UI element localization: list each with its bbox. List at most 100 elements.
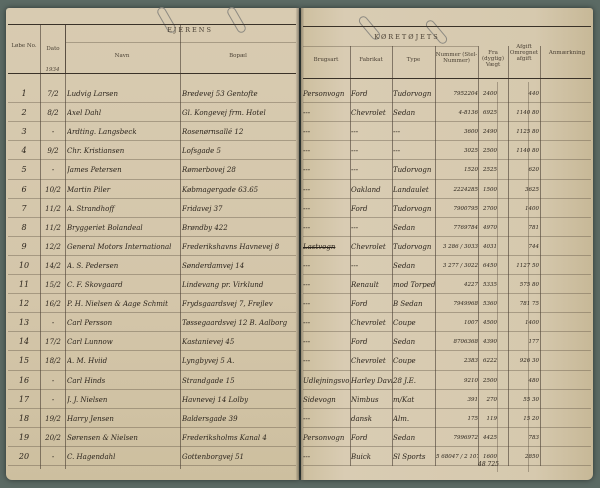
row-rule [303,370,591,371]
owner-group-header: EJERENS [167,26,213,34]
cell-date: 10/2 [45,186,61,194]
row-rule [8,293,296,294]
cell-no: 2 [21,108,27,117]
header-date: Dato [46,46,60,52]
cell-weight: 119 [486,416,498,422]
row-rule [8,236,296,237]
total-weight: 48 725 [478,461,499,468]
row-rule [303,293,591,294]
header-remark: Anmærkning [548,50,586,56]
cell-use: --- [303,128,311,136]
cell-date: - [51,319,55,327]
cell-name: A. Strandhoff [67,205,115,213]
cell-date: 15/2 [45,281,61,289]
cell-number: 4-8136 [458,110,478,116]
cell-number: 5 68047 / 2 1079 [436,454,478,460]
column-rule [497,82,498,472]
header-address: Bopæl [229,53,247,59]
cell-number: 3600 [464,129,478,135]
cell-number: 9210 [464,378,478,384]
cell-name: James Petersen [67,166,122,174]
cell-address: Brøndby 422 [182,224,228,232]
row-rule [8,121,296,122]
cell-use: --- [303,281,311,289]
cell-name: Chr. Kristiansen [67,147,125,155]
row-rule [8,408,296,409]
cell-number: 4227 [464,282,478,288]
cell-no: 15 [18,356,30,365]
cell-weight: 4425 [483,435,497,441]
row-rule [8,179,296,180]
cell-no: 20 [18,452,30,461]
cell-address: Baldersgade 39 [182,415,238,423]
cell-tax: 1140 80 [516,110,539,116]
cell-type: mod Torpedo [393,281,435,289]
cell-use: Personvogn [303,90,345,98]
cell-type: B Sedan [393,300,423,308]
cell-type: Alm. [393,415,410,423]
cell-address: Rømerbovej 28 [182,166,236,174]
cell-weight: 270 [486,397,498,403]
row-rule [8,312,296,313]
cell-no: 17 [18,395,30,404]
cell-date: 16/2 [45,300,61,308]
cell-number: 7952204 [453,91,479,97]
cell-name: Axel Dahl [67,109,102,117]
row-rule [8,217,296,218]
book-gutter [296,8,304,480]
cell-type: 28 J.E. [393,377,416,385]
cell-tax: 177 [528,339,540,345]
cell-no: 18 [18,414,30,423]
cell-make: Ford [351,205,368,213]
cell-name: Harry Jensen [67,415,114,423]
row-rule [303,446,591,447]
cell-type: Tudorvogn [393,243,432,251]
cell-date: 14/2 [45,262,61,270]
cell-name: General Motors International [67,243,172,251]
cell-tax: 620 [528,167,540,173]
row-rule [303,331,591,332]
cell-name: A. S. Pedersen [67,262,119,270]
header-use: Brugsart [313,57,339,63]
cell-weight: 6925 [483,110,497,116]
cell-address: Lindevang pr. Virklund [182,281,264,289]
cell-use: Lastvogn [303,243,336,251]
ledger-left-page [6,8,299,480]
cell-type: Tudorvogn [393,166,432,174]
cell-address: Gottenborgvej 51 [182,453,245,461]
cell-make: Buick [351,453,372,461]
cell-no: 12 [18,299,30,308]
header-rule [8,73,296,74]
cell-address: Kastanievej 45 [182,338,235,346]
cell-tax: 1400 [525,206,539,212]
cell-no: 7 [21,204,27,213]
cell-use: --- [303,300,311,308]
column-rule [65,24,66,469]
cell-number: 391 [467,397,479,403]
cell-date: - [51,396,55,404]
row-rule [8,350,296,351]
row-rule [8,140,296,141]
cell-weight: 4390 [483,339,497,345]
cell-use: --- [303,109,311,117]
cell-tax: 1127 50 [516,263,539,269]
cell-weight: 2700 [483,206,497,212]
cell-address: Frydsgaardsvej 7, Frejlev [182,300,273,308]
row-rule [8,446,296,447]
cell-no: 9 [21,242,27,251]
cell-name: Carl Lunnow [67,338,113,346]
cell-weight: 4031 [483,244,497,250]
cell-address: Fridavej 37 [182,205,223,213]
cell-make: Ford [351,434,368,442]
cell-make: Ford [351,90,368,98]
cell-date: 12/2 [45,243,61,251]
cell-type: --- [393,147,401,155]
cell-number: 175 [467,416,479,422]
cell-weight: 4970 [483,225,497,231]
cell-weight: 6450 [483,263,497,269]
cell-type: Coupe [393,357,416,365]
ledger-right-page [301,8,593,480]
cell-address: Gl. Kongevej frm. Hotel [182,109,266,117]
cell-make: Chevrolet [351,109,386,117]
vehicle-group-header: KØRETØJETS [374,33,440,41]
